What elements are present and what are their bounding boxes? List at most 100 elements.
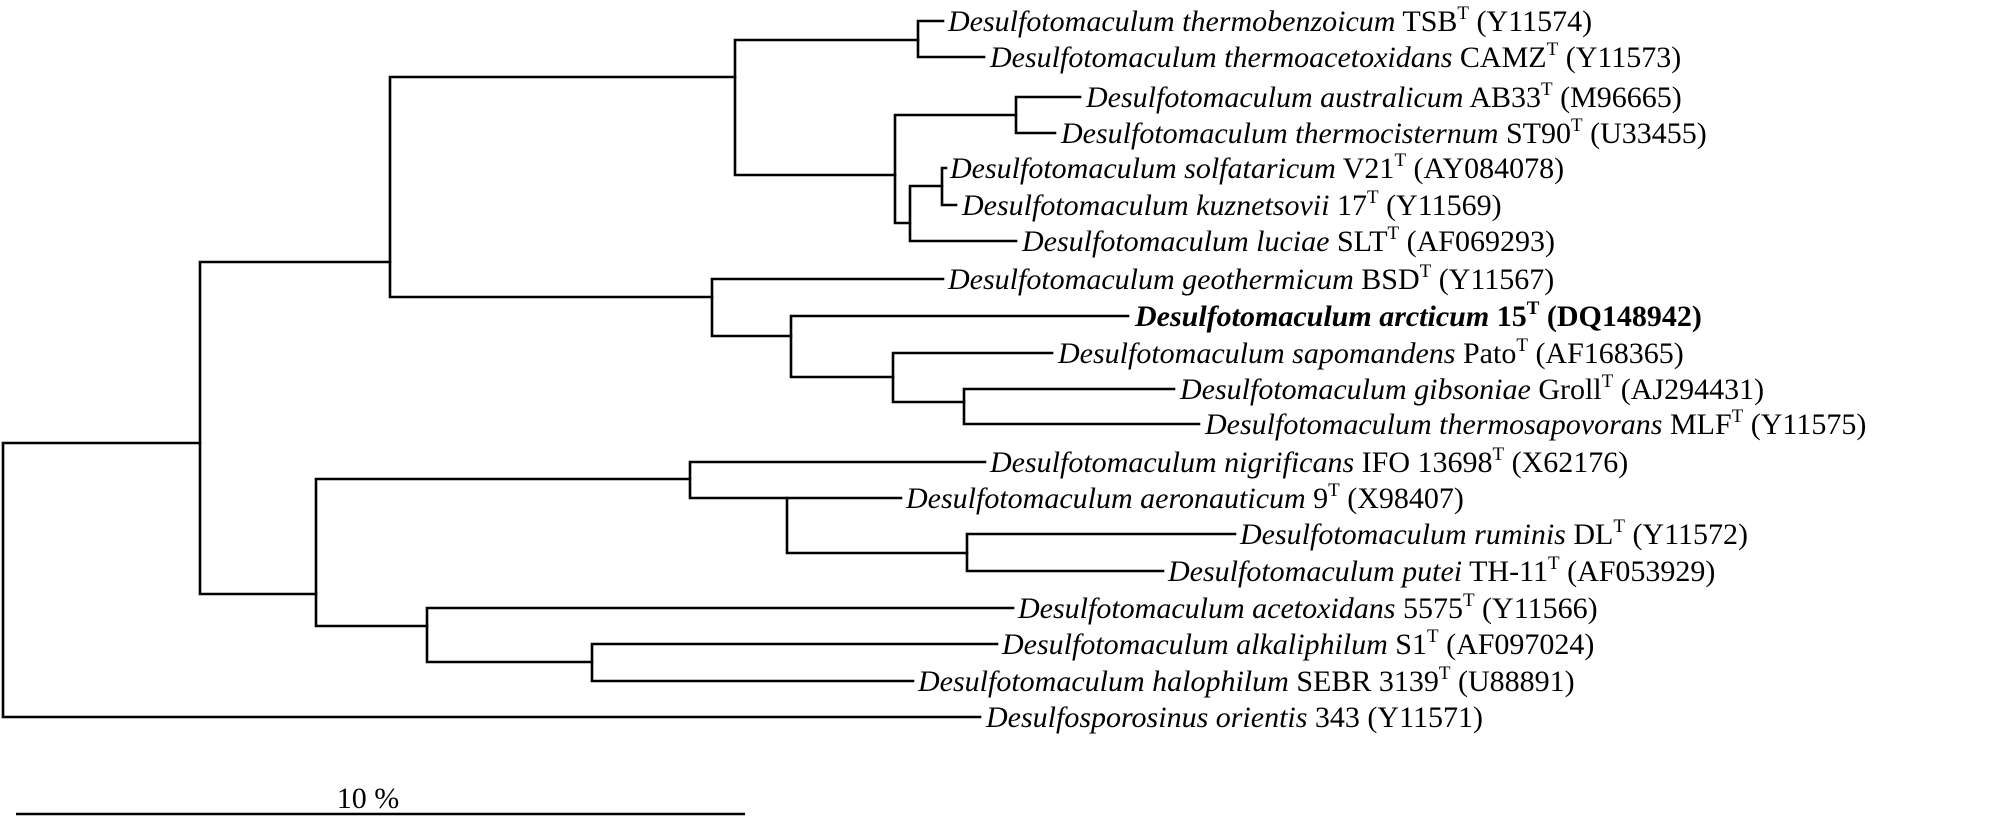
species-name: Desulfotomaculum nigrificans bbox=[989, 446, 1354, 479]
type-strain-mark: T bbox=[1571, 115, 1583, 136]
species-name: Desulfotomaculum halophilum bbox=[917, 665, 1289, 698]
species-name: Desulfotomaculum kuznetsovii bbox=[961, 189, 1329, 222]
taxon-label: Desulfotomaculum kuznetsovii 17T (Y11569… bbox=[961, 187, 1502, 222]
strain-name: 343 bbox=[1307, 701, 1360, 734]
scale-bar: 10 % bbox=[16, 782, 745, 815]
strain-name: SEBR 3139 bbox=[1289, 665, 1439, 698]
strain-name: 5575 bbox=[1395, 592, 1463, 625]
type-strain-mark: T bbox=[1613, 516, 1625, 537]
strain-name: 17 bbox=[1329, 189, 1367, 222]
accession-number: (AY084078) bbox=[1406, 152, 1564, 185]
species-name: Desulfotomaculum thermocisternum bbox=[1060, 117, 1498, 150]
type-strain-mark: T bbox=[1516, 335, 1528, 356]
accession-number: (Y11569) bbox=[1379, 189, 1502, 222]
branch-group-i bbox=[427, 608, 1013, 662]
type-strain-mark: T bbox=[1457, 3, 1469, 24]
species-name: Desulfotomaculum thermoacetoxidans bbox=[989, 41, 1452, 74]
species-name: Desulfotomaculum luciae bbox=[1021, 225, 1329, 258]
species-name: Desulfotomaculum arcticum bbox=[1134, 300, 1489, 333]
species-name: Desulfotomaculum sapomandens bbox=[1057, 337, 1455, 370]
strain-name: TH-11 bbox=[1462, 555, 1548, 588]
strain-name: 15 bbox=[1489, 300, 1527, 333]
accession-number: (Y11572) bbox=[1625, 518, 1748, 551]
taxon-label: Desulfotomaculum putei TH-11T (AF053929) bbox=[1167, 553, 1715, 588]
strain-name: ST90 bbox=[1498, 117, 1571, 150]
taxon-label: Desulfotomaculum geothermicum BSDT (Y115… bbox=[947, 261, 1554, 296]
species-name: Desulfotomaculum acetoxidans bbox=[1017, 592, 1395, 625]
type-strain-mark: T bbox=[1427, 626, 1439, 647]
branch-group-f bbox=[893, 353, 1052, 402]
accession-number: (Y11573) bbox=[1558, 41, 1681, 74]
strain-name: CAMZ bbox=[1452, 41, 1546, 74]
species-name: Desulfotomaculum solfataricum bbox=[949, 152, 1336, 185]
type-strain-mark: T bbox=[1388, 223, 1400, 244]
strain-name: S1 bbox=[1388, 628, 1427, 661]
taxon-label: Desulfotomaculum acetoxidans 5575T (Y115… bbox=[1017, 590, 1598, 625]
species-name: Desulfotomaculum alkaliphilum bbox=[1001, 628, 1388, 661]
species-name: Desulfotomaculum geothermicum bbox=[947, 263, 1354, 296]
taxon-label: Desulfosporosinus orientis 343 (Y11571) bbox=[985, 701, 1483, 734]
type-strain-mark: T bbox=[1367, 187, 1379, 208]
species-name: Desulfotomaculum aeronauticum bbox=[905, 482, 1306, 515]
taxon-label: Desulfotomaculum sapomandens PatoT (AF16… bbox=[1057, 335, 1684, 370]
taxon-label: Desulfotomaculum nigrificans IFO 13698T … bbox=[989, 444, 1628, 479]
type-strain-mark: T bbox=[1394, 150, 1406, 171]
species-name: Desulfotomaculum thermobenzoicum bbox=[947, 5, 1395, 38]
taxon-label: Desulfotomaculum arcticum 15T (DQ148942) bbox=[1134, 298, 1702, 333]
type-strain-mark: T bbox=[1328, 480, 1340, 501]
branch-root bbox=[3, 443, 980, 717]
type-strain-mark: T bbox=[1541, 79, 1553, 100]
type-strain-mark: T bbox=[1493, 444, 1505, 465]
branch-group-d bbox=[712, 279, 943, 336]
strain-name: BSD bbox=[1354, 263, 1420, 296]
strain-name: SLT bbox=[1329, 225, 1387, 258]
species-name: Desulfotomaculum gibsoniae bbox=[1179, 373, 1531, 406]
strain-name: IFO 13698 bbox=[1354, 446, 1492, 479]
taxon-label: Desulfotomaculum thermosapovorans MLFT (… bbox=[1204, 406, 1866, 441]
taxon-label: Desulfotomaculum halophilum SEBR 3139T (… bbox=[917, 663, 1575, 698]
strain-name: Pato bbox=[1455, 337, 1516, 370]
accession-number: (Y11575) bbox=[1743, 408, 1866, 441]
accession-number: (AF053929) bbox=[1560, 555, 1716, 588]
type-strain-mark: T bbox=[1439, 663, 1451, 684]
branch-ingroup bbox=[200, 262, 390, 594]
accession-number: (DQ148942) bbox=[1539, 300, 1701, 333]
accession-number: (Y11574) bbox=[1469, 5, 1592, 38]
accession-number: (U33455) bbox=[1583, 117, 1707, 150]
type-strain-mark: T bbox=[1463, 590, 1475, 611]
type-strain-mark: T bbox=[1527, 298, 1540, 319]
strain-name: V21 bbox=[1336, 152, 1395, 185]
taxon-label: Desulfotomaculum gibsoniae GrollT (AJ294… bbox=[1179, 371, 1764, 406]
accession-number: (X98407) bbox=[1340, 482, 1464, 515]
species-name: Desulfotomaculum australicum bbox=[1085, 81, 1463, 114]
accession-number: (U88891) bbox=[1450, 665, 1574, 698]
taxon-label: Desulfotomaculum thermoacetoxidans CAMZT… bbox=[989, 39, 1681, 74]
species-name: Desulfotomaculum putei bbox=[1167, 555, 1462, 588]
accession-number: (AJ294431) bbox=[1613, 373, 1764, 406]
species-name: Desulfotomaculum thermosapovorans bbox=[1204, 408, 1662, 441]
taxon-label: Desulfotomaculum australicum AB33T (M966… bbox=[1085, 79, 1682, 114]
branch-lower-clade bbox=[316, 479, 690, 626]
taxon-label: Desulfotomaculum alkaliphilum S1T (AF097… bbox=[1001, 626, 1594, 661]
taxon-labels: Desulfotomaculum thermobenzoicum TSBT (Y… bbox=[905, 3, 1866, 734]
taxon-label: Desulfotomaculum solfataricum V21T (AY08… bbox=[949, 150, 1564, 185]
accession-number: (X62176) bbox=[1504, 446, 1628, 479]
type-strain-mark: T bbox=[1732, 406, 1744, 427]
taxon-label: Desulfotomaculum ruminis DLT (Y11572) bbox=[1239, 516, 1748, 551]
taxon-label: Desulfotomaculum luciae SLTT (AF069293) bbox=[1021, 223, 1555, 258]
taxon-label: Desulfotomaculum thermocisternum ST90T (… bbox=[1060, 115, 1707, 150]
accession-number: (AF097024) bbox=[1439, 628, 1595, 661]
accession-number: (M96665) bbox=[1553, 81, 1682, 114]
accession-number: (AF168365) bbox=[1528, 337, 1684, 370]
taxon-label: Desulfotomaculum thermobenzoicum TSBT (Y… bbox=[947, 3, 1592, 38]
species-name: Desulfotomaculum ruminis bbox=[1239, 518, 1566, 551]
strain-name: AB33 bbox=[1463, 81, 1541, 114]
strain-name: 9 bbox=[1306, 482, 1329, 515]
strain-name: DL bbox=[1566, 518, 1614, 551]
strain-name: TSB bbox=[1395, 5, 1457, 38]
type-strain-mark: T bbox=[1420, 261, 1432, 282]
accession-number: (Y11571) bbox=[1360, 701, 1483, 734]
branch-group-a bbox=[735, 40, 918, 175]
branch-pair-gibsoniae bbox=[964, 389, 1199, 424]
